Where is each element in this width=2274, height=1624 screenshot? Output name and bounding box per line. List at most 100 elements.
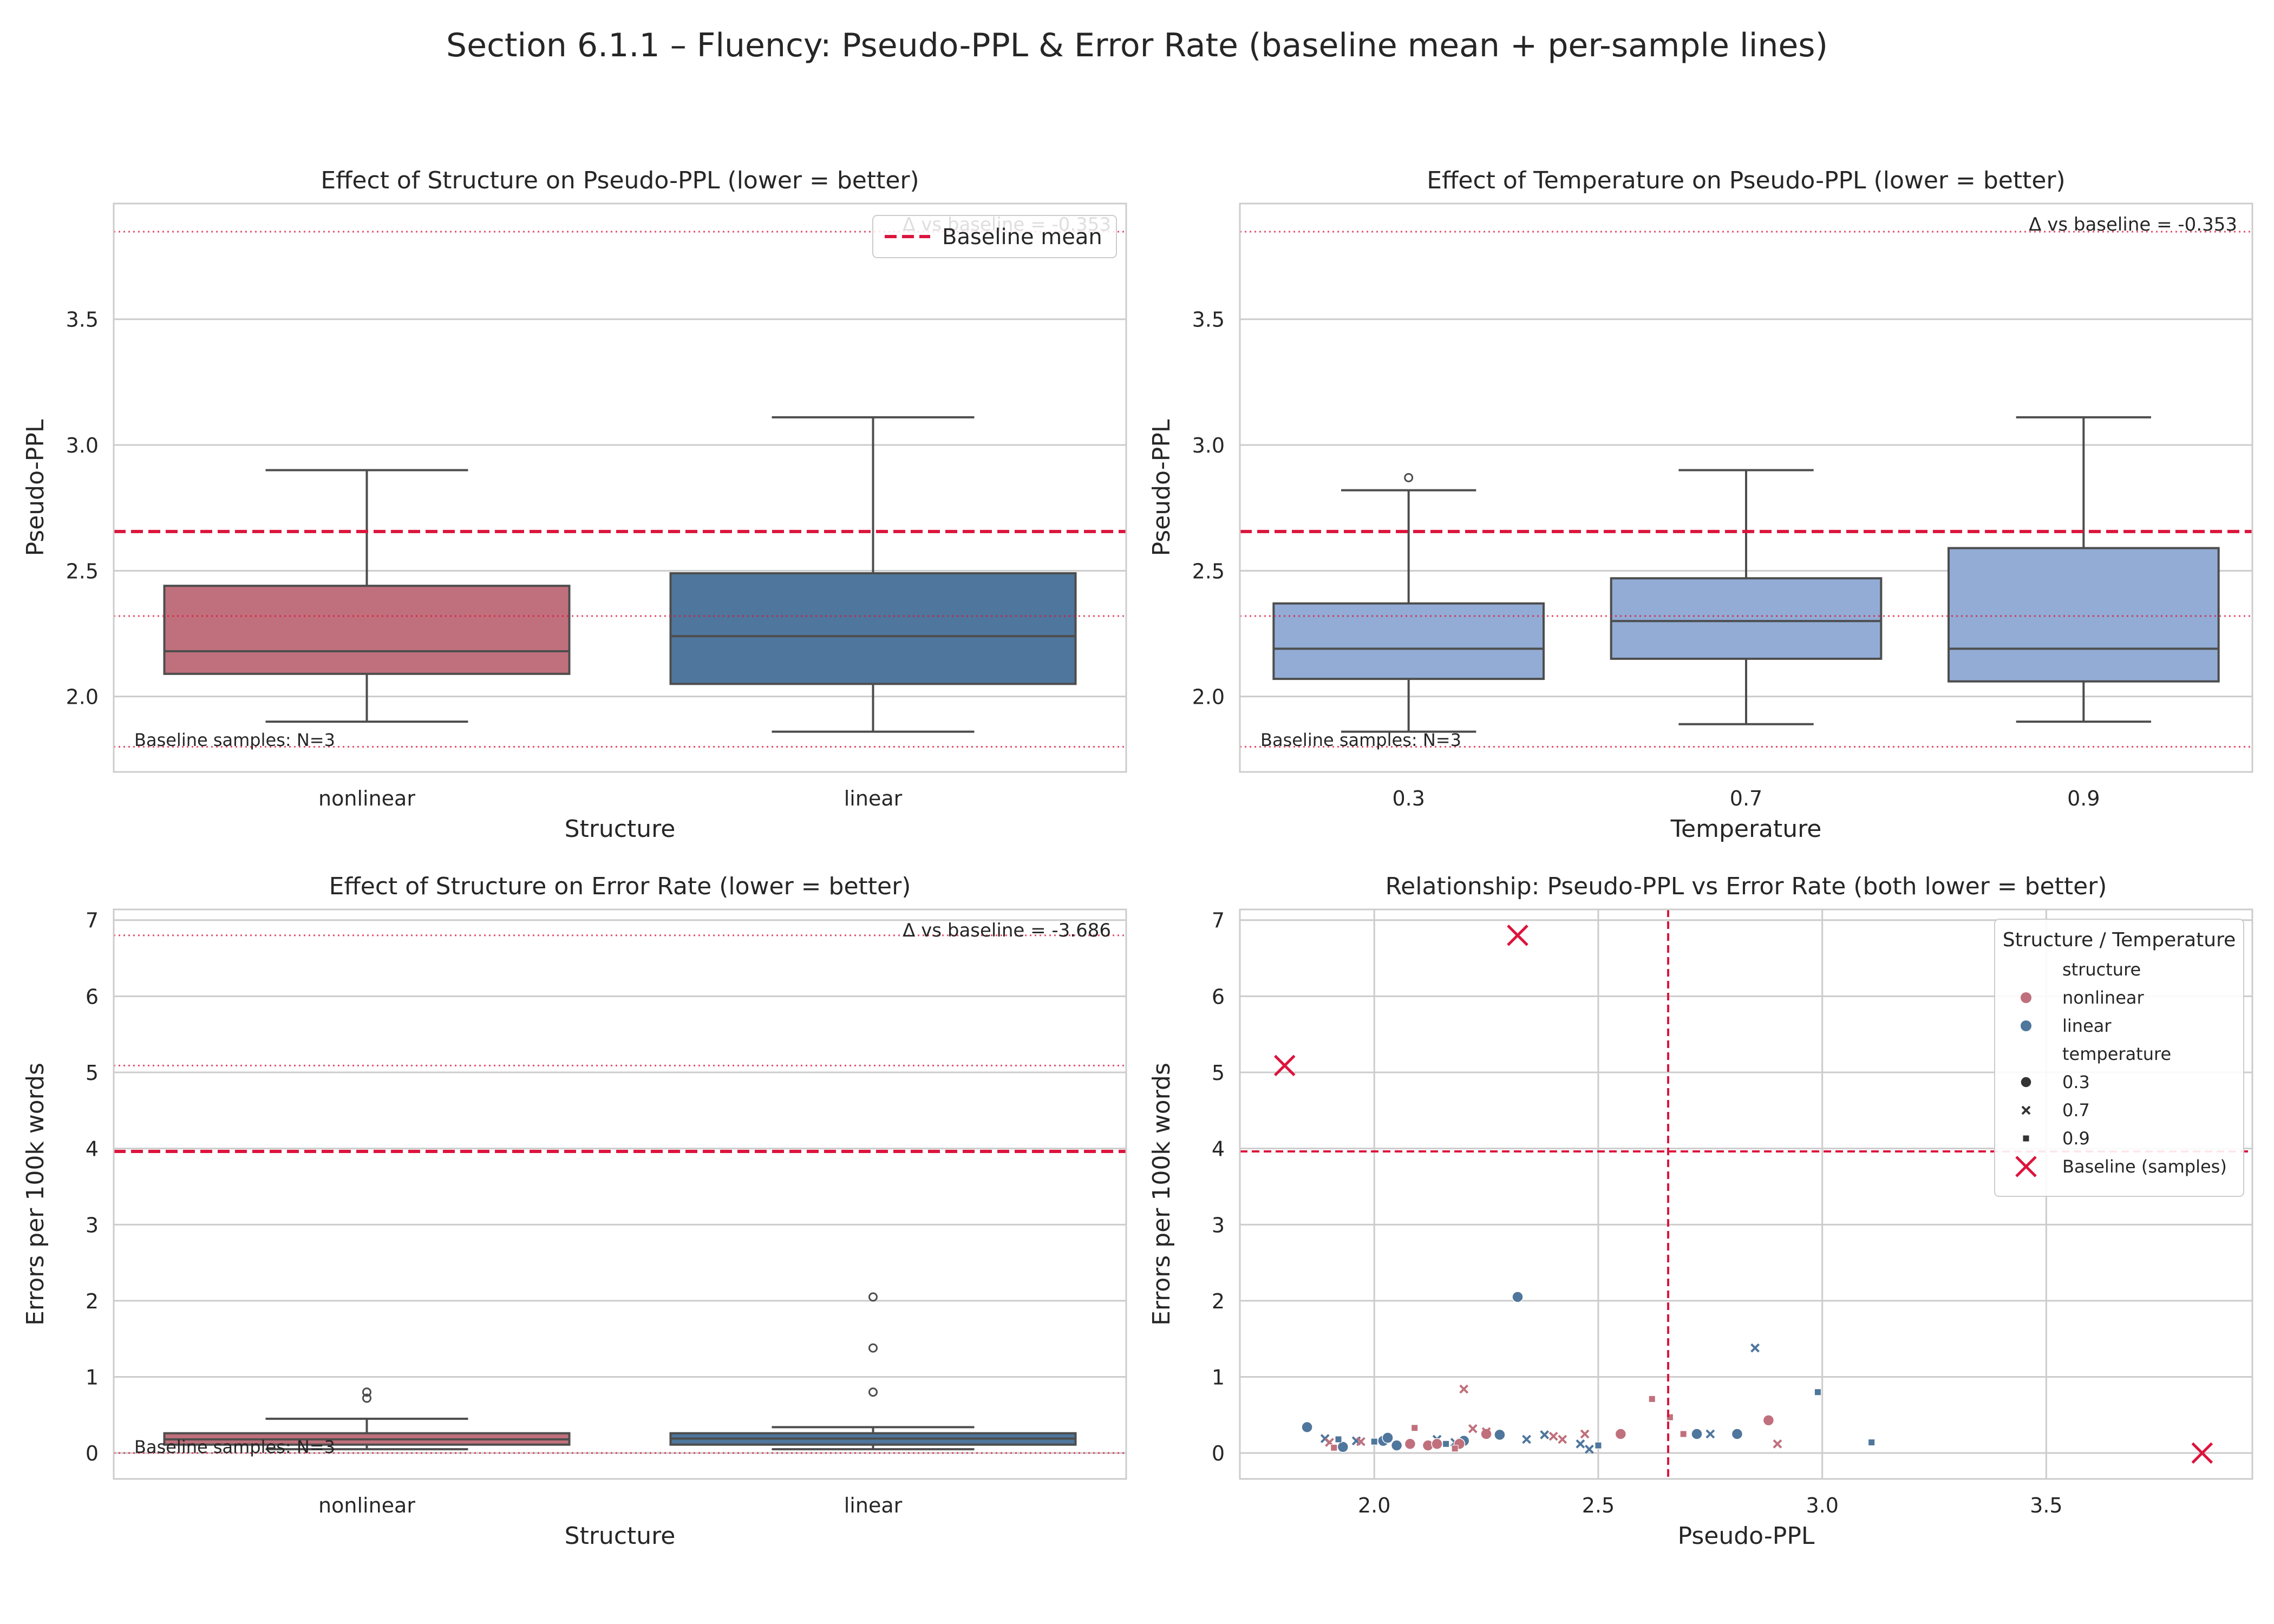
y-tick-label: 3.5 [66,308,99,332]
x-tick-label: linear [844,1494,903,1517]
legend-marker-nonlinear [2021,992,2031,1003]
plot-area [1240,231,2252,748]
x-tick-label: nonlinear [318,787,415,810]
chart-panel-ppl_vs_errors: 0 1 2 3 4 5 6 7 2.0 2.5 3.0 3.5 Relationship: Pseudo… [1148,873,2253,1550]
axes-frame [113,908,1127,1480]
plot-area [1240,909,2252,1479]
scatter-point-nonlinear-07-stroke-b [1558,1435,1567,1444]
y-tick-label: 2.0 [1192,685,1225,709]
y-tick-label: 2.5 [1192,559,1225,583]
legend-marker-temperature-09 [2022,1135,2030,1142]
scatter-point-nonlinear-09 [1648,1395,1656,1403]
y-tick-label: 3.5 [1192,308,1225,332]
box-iqr [1948,547,2220,683]
scatter-point-linear-07-stroke-b [1706,1429,1715,1439]
scatter-point-linear-09 [1442,1440,1450,1448]
scatter-point-linear-09 [1595,1442,1602,1449]
box-iqr [669,572,1077,685]
scatter-point-nonlinear-07 [1773,1439,1782,1449]
axes-frame [113,202,1127,773]
legend-marker-baseline [2015,1156,2037,1177]
legend-label: 0.9 [2062,1128,2090,1149]
scatter-point-linear-03 [1382,1432,1394,1444]
x-axis-label: Temperature [1670,815,1822,843]
scatter-point-linear-07 [1584,1444,1594,1454]
scatter-point-linear-03 [1301,1421,1313,1433]
scatter-point-nonlinear-07-stroke-b [1548,1431,1558,1441]
y-tick-label: 3 [86,1213,99,1237]
scatter-point-nonlinear-03 [1480,1428,1492,1440]
legend: Structure / Temperature structure nonlinea… [1994,919,2244,1197]
scatter-point-nonlinear-03 [1431,1438,1443,1450]
x-axis-label: Pseudo-PPL [1678,1522,1815,1550]
scatter-point-nonlinear-09 [1330,1444,1338,1451]
y-tick-label: 3.0 [66,434,99,457]
scatter-point-nonlinear-09 [1680,1430,1687,1438]
legend-header: temperature [2062,1044,2171,1064]
y-tick-label: 6 [86,985,99,1009]
baseline-sample-marker-stroke-b [1273,1055,1296,1077]
scatter-point-linear-07 [1576,1439,1585,1449]
scatter-point-linear-07-stroke-b [1750,1343,1760,1353]
scatter-point-nonlinear-07 [1481,1427,1491,1437]
legend: Baseline mean [872,215,1117,258]
legend-header: structure [2062,959,2141,980]
scatter-point-nonlinear-07-stroke-b [1468,1424,1478,1433]
scatter-point-nonlinear-07 [1548,1431,1558,1441]
y-tick-label: 2.5 [66,559,99,583]
y-axis-label: Pseudo-PPL [1148,419,1175,556]
legend-marker-linear [2021,1020,2031,1031]
scatter-point-linear-07-stroke-b [1576,1439,1585,1449]
scatter-point-nonlinear-07-stroke-b [1580,1429,1590,1439]
x-axis-label: Structure [565,815,676,843]
legend-label: Baseline mean [942,225,1102,250]
legend-label: nonlinear [2062,987,2145,1008]
axes-frame [1239,908,2253,1480]
plot-area [114,231,1126,748]
scatter-point-nonlinear-03 [1404,1438,1416,1450]
y-tick-label: 3 [1212,1213,1225,1237]
legend-marker-temperature-07-stroke-b [2021,1105,2031,1115]
y-tick-label: 0 [1212,1442,1225,1465]
chart-title: Effect of Structure on Error Rate (lower… [329,873,911,900]
box-outlier [1404,473,1414,482]
legend-marker-temperature-03 [2020,1076,2032,1088]
x-tick-label: nonlinear [318,1494,415,1517]
scatter-point-linear-07 [1522,1435,1531,1444]
scatter-point-linear-07-stroke-b [1522,1435,1531,1444]
x-tick-label: 3.5 [2030,1494,2062,1517]
chart-title: Effect of Structure on Pseudo-PPL (lower… [321,167,919,194]
baseline-n-annotation: Baseline samples: N=3 [134,1437,335,1457]
figure-title: Section 6.1.1 – Fluency: Pseudo-PPL & Er… [446,27,1828,64]
legend-marker-temperature-07 [2021,1105,2031,1115]
y-axis-label: Pseudo-PPL [22,419,49,556]
baseline-sample-marker [2191,1442,2213,1464]
baseline-n-annotation: Baseline samples: N=3 [134,730,335,750]
delta-annotation: Δ vs baseline = -3.686 [903,920,1111,941]
scatter-point-nonlinear-07 [1580,1429,1590,1439]
scatter-point-nonlinear-03 [1762,1414,1775,1426]
scatter-point-nonlinear-07 [1558,1435,1567,1444]
scatter-point-nonlinear-03 [1615,1428,1627,1440]
scatter-point-linear-07-stroke-b [1320,1434,1330,1443]
y-tick-label: 7 [86,909,99,933]
box-outlier [362,1393,371,1403]
scatter-point-nonlinear-07-stroke-b [1481,1427,1491,1437]
scatter-point-linear-07 [1540,1430,1550,1439]
chart-panel-ppl_by_structure: 2.02.53.03.5nonlinearlinearΔ vs baseline… [22,167,1127,843]
box-outlier [362,1387,371,1397]
box-0.7 [1610,469,1883,725]
y-tick-label: 5 [86,1061,99,1085]
y-axis-label: Errors per 100k words [1148,1063,1175,1326]
y-tick-label: 5 [1212,1061,1225,1085]
x-tick-label: 2.5 [1582,1494,1615,1517]
y-tick-label: 2.0 [66,685,99,709]
scatter-point-linear-03 [1390,1439,1403,1451]
delta-annotation: Δ vs baseline = -0.353 [2029,214,2237,235]
y-tick-label: 4 [1212,1137,1225,1161]
scatter-point-linear-07 [1706,1429,1715,1439]
box-iqr [163,585,571,675]
legend-label: Baseline (samples) [2062,1156,2227,1177]
